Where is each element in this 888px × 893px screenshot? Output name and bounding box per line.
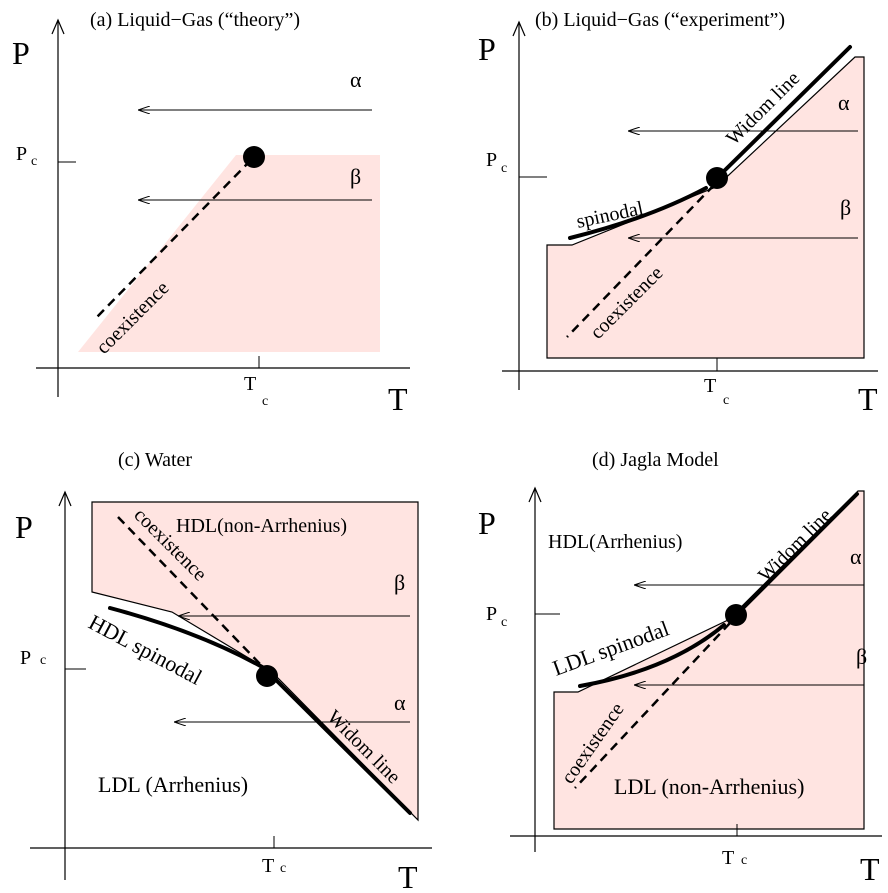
panel-c-spinodal-curve <box>108 606 266 670</box>
panel-d-spinodal-curve <box>578 623 726 688</box>
panel-a-tc-label: T <box>244 373 256 395</box>
panel-c-x-label: T <box>398 859 418 893</box>
panel-d-tc-label: T <box>722 847 734 869</box>
panel-a-pc-sub: c <box>31 154 37 169</box>
panel-d-y-arrowhead <box>528 486 542 503</box>
panel-a-pc-label: P <box>16 143 27 165</box>
panel-c-coexistence-line <box>117 516 263 667</box>
panel-b-title: (b) Liquid−Gas (“experiment”) <box>535 9 785 31</box>
panel-c-ldl-label: LDL (Arrhenius) <box>98 772 248 797</box>
panel-a-y-label: P <box>12 35 30 71</box>
panel-d-coexistence-line <box>574 622 731 789</box>
panel-d-y-label: P <box>478 505 496 541</box>
panel-d-title: (d) Jagla Model <box>592 449 719 471</box>
panel-b-widom-line <box>716 45 852 179</box>
panel-c-alpha: α <box>394 690 406 715</box>
panel-c: (c) Water P T P c T c coexistence HDL(no… <box>15 449 432 893</box>
panel-b-alpha: α <box>838 90 850 115</box>
panel-b-y-arrowhead <box>512 20 526 37</box>
panel-a-title: (a) Liquid−Gas (“theory”) <box>90 9 300 31</box>
panel-d-critical-point <box>725 604 747 626</box>
panel-b-pc-sub: c <box>501 161 507 176</box>
panel-d-ldl-label: LDL (non-Arrhenius) <box>614 774 804 799</box>
panel-d-pc-sub: c <box>501 615 507 630</box>
panel-c-title: (c) Water <box>118 449 192 471</box>
panel-b-shaded-region <box>546 56 865 359</box>
panel-d-tc-sub: c <box>741 853 747 868</box>
panel-b-y-label: P <box>478 31 496 67</box>
panel-c-y-arrowhead <box>58 490 72 507</box>
panel-b-spinodal-curve <box>568 186 708 240</box>
panel-b-tc-label: T <box>704 375 716 397</box>
panel-b-coexistence-line <box>566 184 715 338</box>
panel-c-widom-line <box>272 676 412 815</box>
panel-c-y-label: P <box>15 509 33 545</box>
panel-c-tc-label: T <box>262 855 274 877</box>
panel-a-alpha: α <box>350 67 362 92</box>
panel-a-beta: β <box>350 164 361 189</box>
panel-c-hdl-label: HDL(non-Arrhenius) <box>176 515 347 537</box>
panel-d-beta: β <box>856 644 867 669</box>
panel-d-alpha: α <box>850 544 862 569</box>
panel-a-shaded-region <box>78 155 380 352</box>
panel-d-hdl-label: HDL(Arrhenius) <box>548 531 682 553</box>
panel-d: (d) Jagla Model P T P c T c HDL(Arrheniu… <box>478 449 882 887</box>
panel-d-widom-line <box>735 492 859 616</box>
panel-b-tc-sub: c <box>723 393 729 408</box>
panel-b-beta: β <box>840 195 851 220</box>
panel-b-critical-point <box>706 167 728 189</box>
panel-c-pc-sub: c <box>40 653 46 668</box>
panel-a-x-label: T <box>388 381 408 417</box>
panel-a-coexistence-line <box>93 159 252 321</box>
panel-a-tc-sub: c <box>262 394 268 409</box>
panel-a-y-arrowhead <box>51 18 65 35</box>
panel-d-pc-label: P <box>486 603 497 625</box>
panel-b-pc-label: P <box>486 149 497 171</box>
panel-a-critical-point <box>243 146 265 168</box>
panel-b: (b) Liquid−Gas (“experiment”) P T P c T … <box>478 9 878 417</box>
panel-d-x-label: T <box>860 851 880 887</box>
panel-b-x-label: T <box>858 381 878 417</box>
panel-c-pc-label: P <box>20 647 31 669</box>
panel-c-beta: β <box>394 570 405 595</box>
panel-c-critical-point <box>256 665 278 687</box>
panel-c-tc-sub: c <box>280 861 286 876</box>
panel-a: (a) Liquid−Gas (“theory”) P T P c T c co… <box>12 9 410 417</box>
